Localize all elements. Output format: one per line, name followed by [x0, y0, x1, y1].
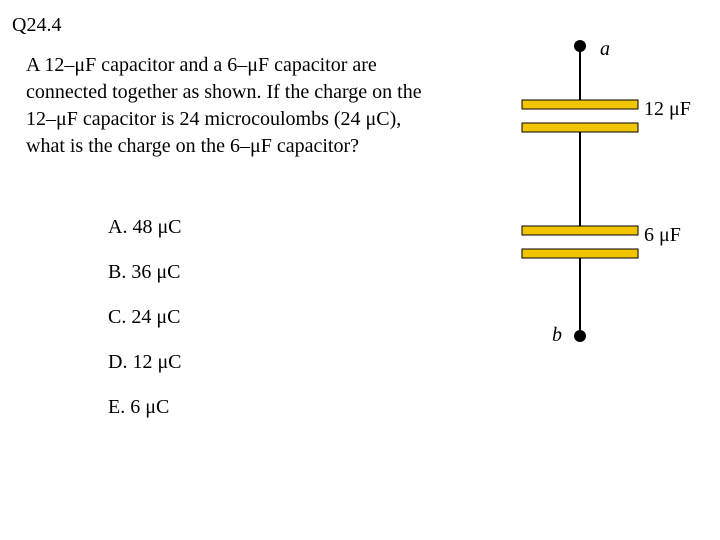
cap1-label: 12 μF — [644, 98, 691, 121]
node-b-label: b — [552, 324, 562, 347]
question-text: A 12–μF capacitor and a 6–μF capacitor a… — [26, 52, 426, 160]
node-a-label: a — [600, 38, 610, 61]
option-e: E. 6 μC — [108, 396, 182, 419]
circuit-svg — [500, 38, 700, 398]
option-d: D. 12 μC — [108, 351, 182, 374]
question-number: Q24.4 — [12, 14, 61, 37]
options-list: A. 48 μC B. 36 μC C. 24 μC D. 12 μC E. 6… — [108, 216, 182, 441]
option-a: A. 48 μC — [108, 216, 182, 239]
option-c: C. 24 μC — [108, 306, 182, 329]
cap2-label: 6 μF — [644, 224, 681, 247]
circuit-diagram: a 12 μF 6 μF b — [500, 38, 700, 398]
option-b: B. 36 μC — [108, 261, 182, 284]
